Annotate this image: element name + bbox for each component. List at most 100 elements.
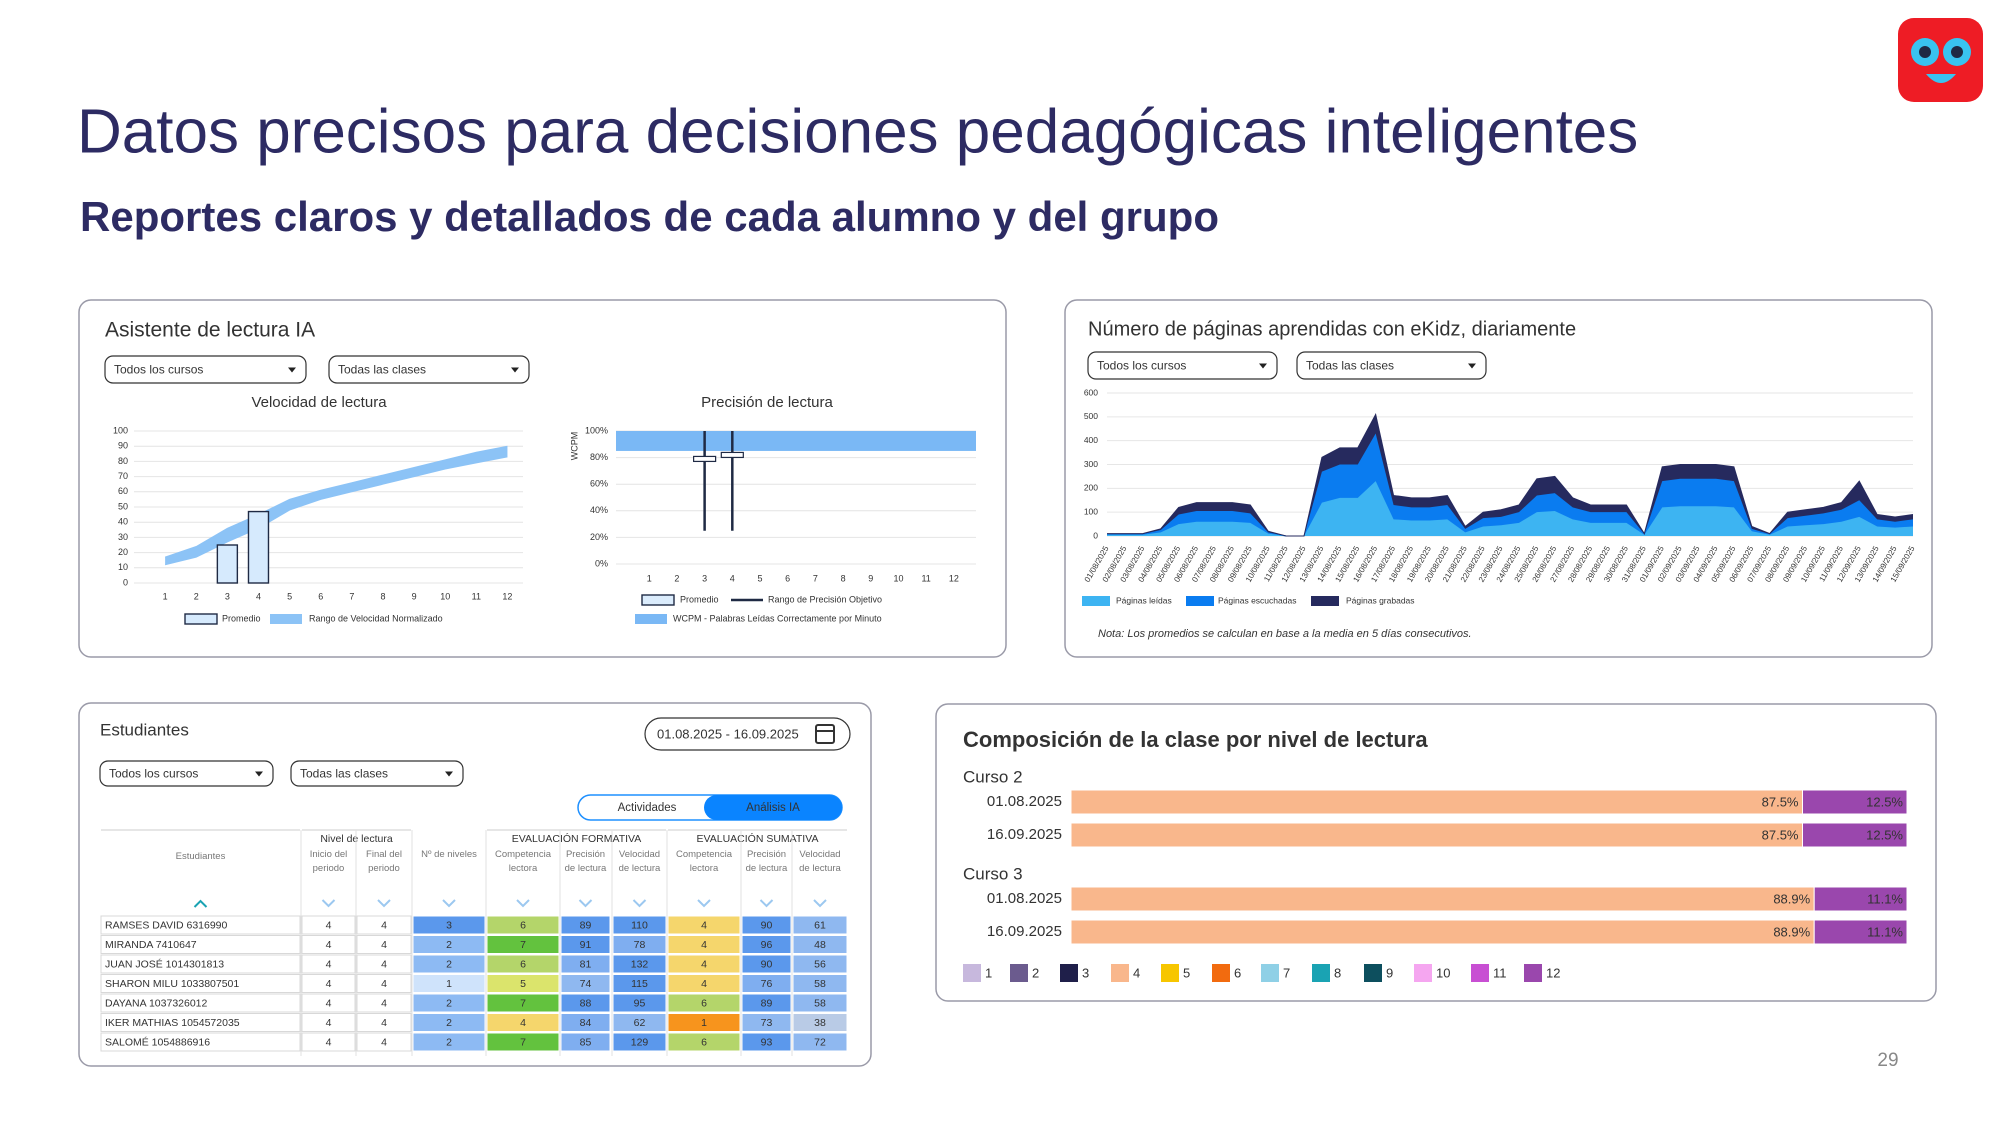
dropdown-caret xyxy=(511,367,519,373)
table-cell xyxy=(741,1032,792,1052)
date-range: 01.08.2025 - 16.09.2025 xyxy=(657,726,799,741)
y-tick-label: 60 xyxy=(118,486,128,496)
x-tick-label: 2 xyxy=(674,573,679,583)
calendar-icon xyxy=(815,724,835,744)
cell-text: 4 xyxy=(326,997,332,1009)
dropdown[interactable] xyxy=(1087,351,1278,380)
bar-segment xyxy=(1070,822,1803,848)
cell-text: 6 xyxy=(520,958,526,970)
x-tick-label: 9 xyxy=(412,591,417,601)
legend-label: Rango de Velocidad Normalizado xyxy=(309,613,443,623)
tab-label: Análisis IA xyxy=(746,802,800,814)
cell-text: 38 xyxy=(814,1017,826,1029)
table-cell xyxy=(356,1013,412,1032)
bar-segment xyxy=(1802,789,1908,815)
x-tick-label: 1 xyxy=(647,573,652,583)
table-cell xyxy=(486,1013,560,1032)
cell-text: 56 xyxy=(814,958,826,970)
legend-label: Promedio xyxy=(680,594,719,604)
x-tick-label: 4 xyxy=(256,591,261,601)
group-label: Curso 2 xyxy=(963,767,1023,786)
table-cell xyxy=(412,1013,486,1032)
group-label: Curso 3 xyxy=(963,864,1023,883)
x-tick-label: 3 xyxy=(225,591,230,601)
table-cell xyxy=(612,935,667,954)
table-cell xyxy=(301,1013,356,1032)
x-tick-label: 8 xyxy=(380,591,385,601)
table-cell xyxy=(560,935,611,954)
table-cell xyxy=(792,1032,848,1052)
x-tick-label: 5 xyxy=(287,591,292,601)
dropdown[interactable] xyxy=(290,760,464,787)
cell-text: 4 xyxy=(326,919,332,931)
table-cell xyxy=(792,935,848,954)
sort-chevron xyxy=(516,899,530,908)
column-header-box: Final del periodo xyxy=(366,849,402,874)
cell-text: 4 xyxy=(381,1017,387,1029)
dropdown[interactable] xyxy=(99,760,274,787)
dropdown[interactable] xyxy=(328,355,530,384)
legend-label: 9 xyxy=(1386,965,1393,980)
y-tick-label: 100 xyxy=(1084,506,1098,516)
table-cell xyxy=(560,993,611,1013)
dropdown-caret xyxy=(1468,363,1476,369)
column-header-box: Nº de niveles xyxy=(421,849,477,860)
column-header: Final del periodo xyxy=(366,849,402,874)
cell-text: 58 xyxy=(814,978,826,990)
cell-text: 1 xyxy=(446,978,452,990)
legend-swatch xyxy=(1161,964,1179,982)
cell-text: DAYANA 1037326012 xyxy=(105,997,208,1009)
column-header-box: Competencia lectora xyxy=(676,849,732,874)
cell-text: 78 xyxy=(634,939,646,951)
table-cell xyxy=(741,974,792,993)
legend-label: Páginas escuchadas xyxy=(1218,595,1296,605)
logo-pupil xyxy=(1919,46,1931,58)
y-tick-label: 90 xyxy=(118,441,128,451)
table-cell xyxy=(741,993,792,1013)
cell-text: 4 xyxy=(326,939,332,951)
table-cell xyxy=(100,1032,301,1052)
legend-label: 7 xyxy=(1283,965,1290,980)
column-header-box: Competencia lectora xyxy=(495,849,551,874)
legend-label: 1 xyxy=(985,965,992,980)
cell-text: 74 xyxy=(580,978,592,990)
table-cell xyxy=(792,954,848,974)
cell-text: 4 xyxy=(520,1017,526,1029)
x-tick-label: 1 xyxy=(163,591,168,601)
legend-swatch xyxy=(1060,964,1078,982)
data-label: 12.5% xyxy=(1866,827,1903,842)
table-cell xyxy=(356,1032,412,1052)
table-cell xyxy=(486,935,560,954)
date-picker[interactable] xyxy=(644,717,851,751)
dropdown[interactable] xyxy=(1296,351,1487,380)
legend-label: Rango de Precisión Objetivo xyxy=(768,594,882,604)
dropdown-caret xyxy=(288,367,296,373)
table-cell xyxy=(412,935,486,954)
cell-text: 132 xyxy=(631,958,649,970)
cell-text: 2 xyxy=(446,939,452,951)
y-tick-label: 200 xyxy=(1084,483,1098,493)
cell-text: 72 xyxy=(814,1036,826,1048)
chart-title: Velocidad de lectura xyxy=(251,394,387,411)
column-header-box: Estudiantes xyxy=(176,851,226,862)
cell-text: 4 xyxy=(701,919,707,931)
table-cell xyxy=(301,993,356,1013)
box xyxy=(720,451,744,459)
cell-text: 89 xyxy=(580,919,592,931)
legend-swatch xyxy=(1082,596,1110,606)
cell-text: 2 xyxy=(446,1017,452,1029)
table-cell xyxy=(412,1032,486,1052)
table-cell xyxy=(356,954,412,974)
category-label: 01.08.2025 xyxy=(987,793,1062,810)
bar-segment xyxy=(1070,886,1815,912)
cell-text: 4 xyxy=(381,919,387,931)
y-tick-label: 40% xyxy=(590,505,608,515)
sort-chevron xyxy=(759,899,774,908)
tab-active[interactable] xyxy=(704,795,842,820)
cell-text: 88 xyxy=(580,997,592,1009)
table-cell xyxy=(612,954,667,974)
cell-text: 90 xyxy=(761,958,773,970)
dropdown[interactable] xyxy=(104,355,307,384)
dropdown-label: Todos los cursos xyxy=(1097,359,1186,373)
table-cell xyxy=(356,993,412,1013)
